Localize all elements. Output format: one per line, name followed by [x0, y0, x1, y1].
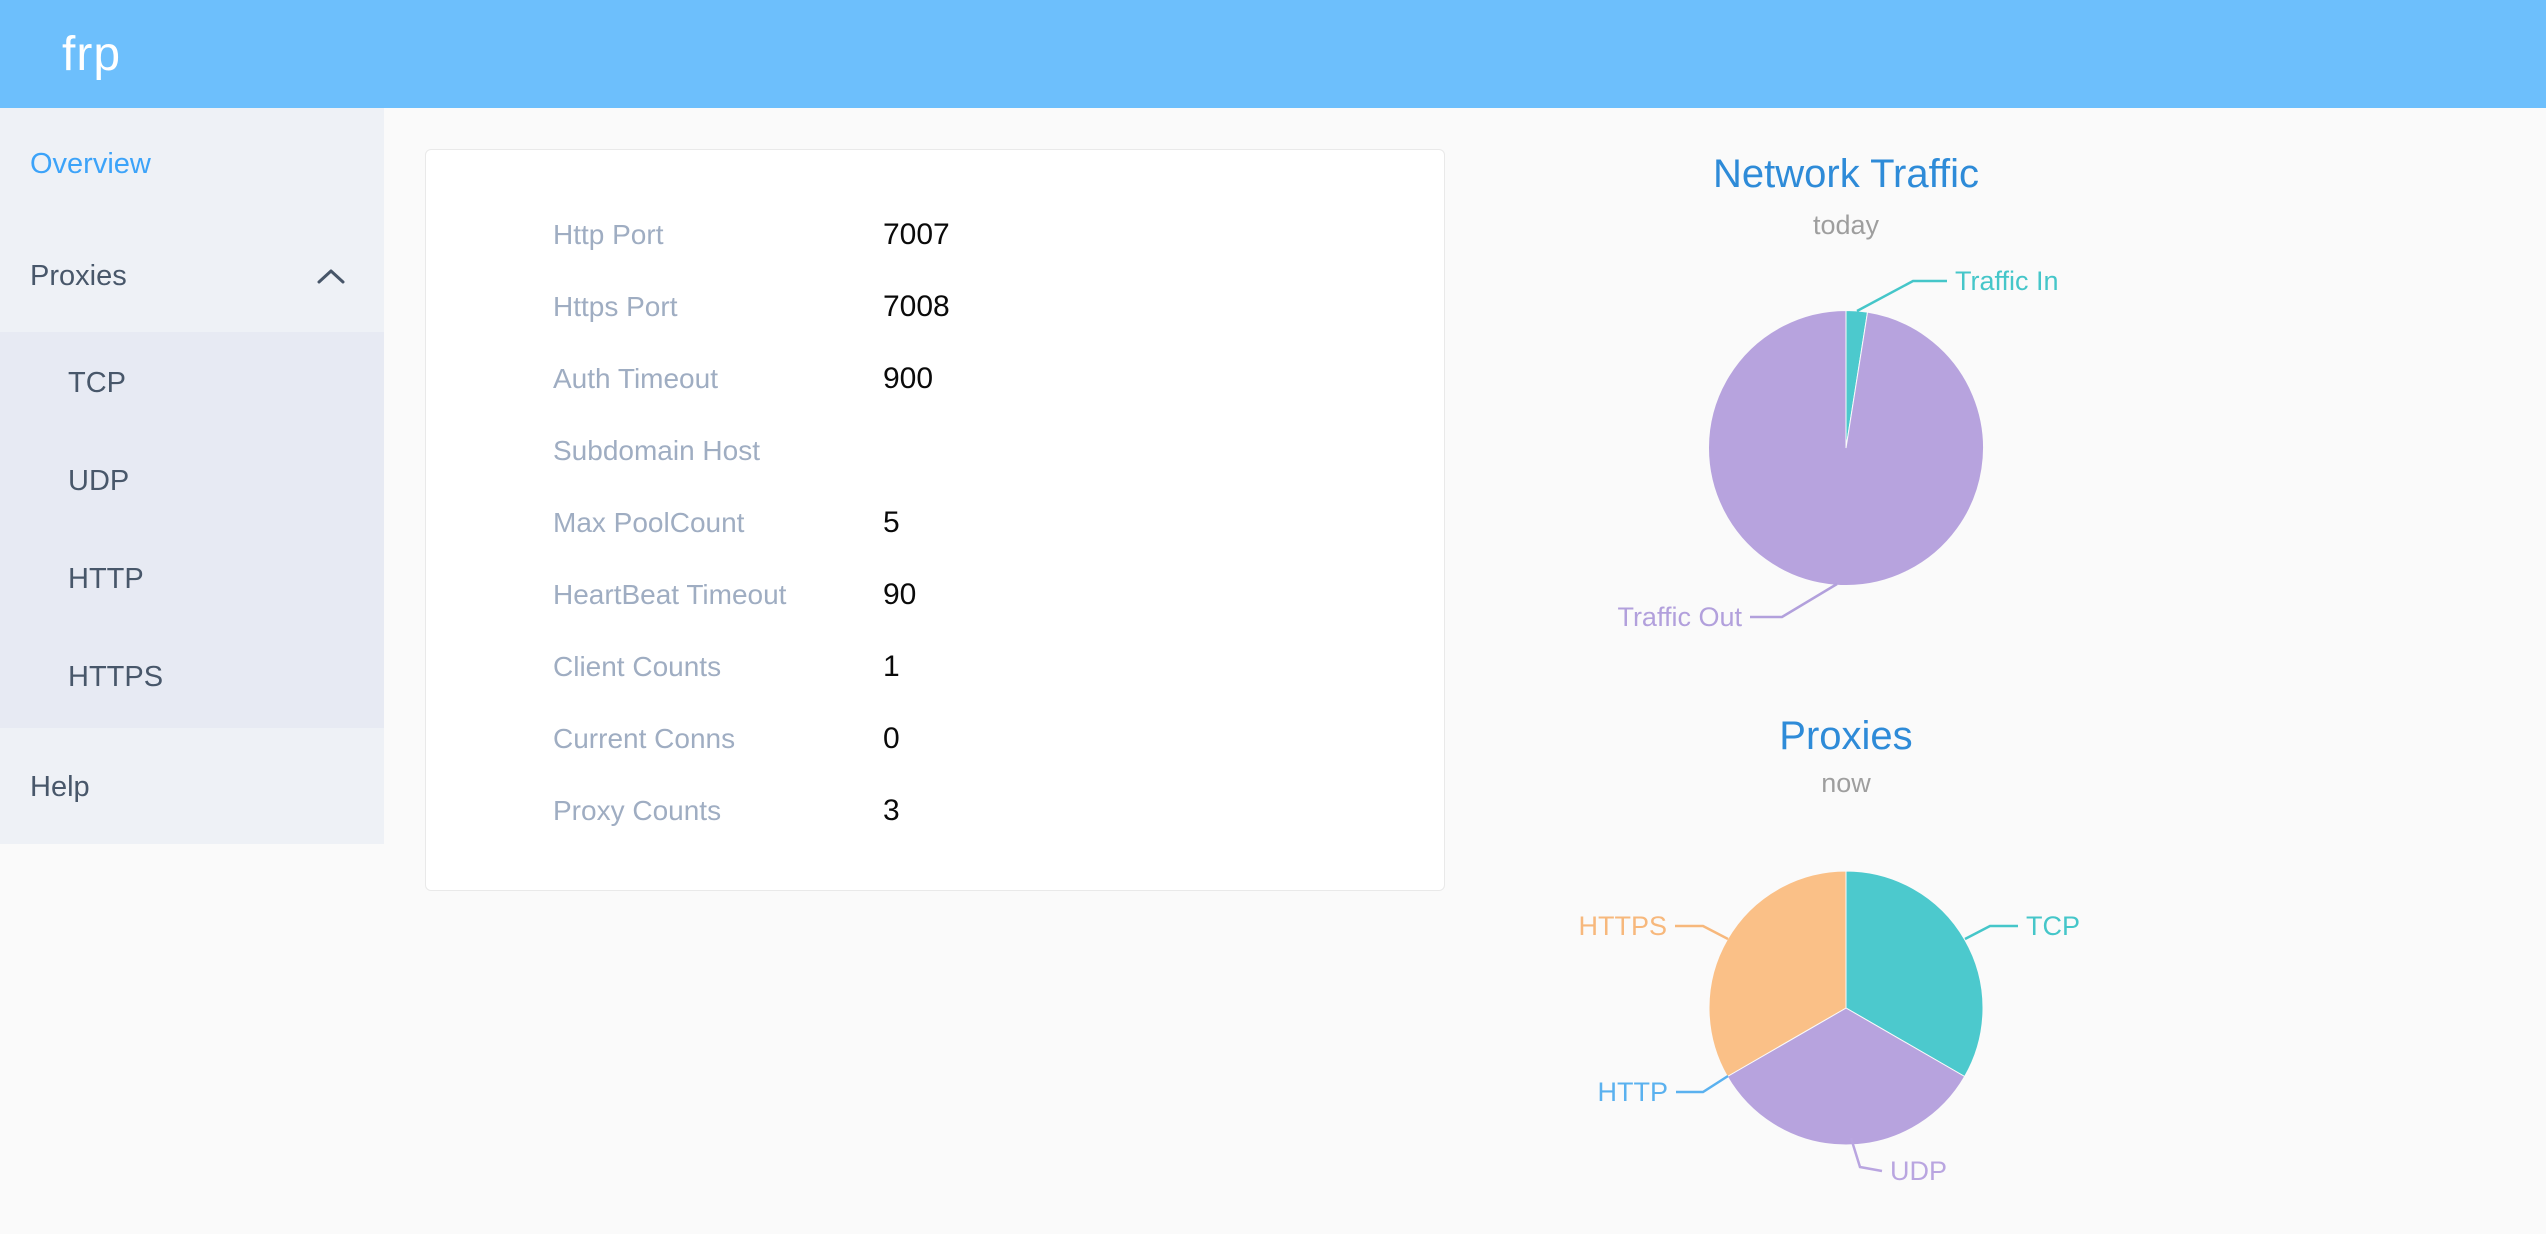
- traffic-out-leader-line: [1750, 582, 1838, 619]
- pie-slice-tcp[interactable]: [1845, 870, 1984, 1078]
- config-value: 0: [883, 722, 900, 755]
- https-leader-line: [1675, 924, 1729, 941]
- config-label: Client Counts: [553, 651, 722, 682]
- udp-leader-line: [1849, 1137, 1883, 1173]
- sidebar-item-https-label: HTTPS: [68, 660, 164, 693]
- sidebar-item-http[interactable]: HTTP: [0, 530, 384, 628]
- config-label: Current Conns: [553, 723, 736, 754]
- sidebar-item-udp[interactable]: UDP: [0, 432, 384, 530]
- config-value: 1: [883, 650, 900, 683]
- proxies-chart-subtitle: now: [1821, 768, 1871, 798]
- traffic-out-label: Traffic Out: [1617, 602, 1742, 632]
- app-header: frp: [0, 0, 2546, 108]
- sidebar-item-help[interactable]: Help: [0, 728, 384, 846]
- sidebar-item-proxies[interactable]: Proxies: [0, 220, 384, 332]
- config-value: 5: [883, 506, 900, 539]
- config-row-http-port: Http Port 7007: [426, 199, 1444, 271]
- chevron-up-icon: [317, 268, 345, 284]
- config-row-https-port: Https Port 7008: [426, 271, 1444, 343]
- config-label: Auth Timeout: [553, 363, 718, 394]
- sidebar: Overview Proxies TCP UDP HTTP HTTPS Help: [0, 108, 384, 844]
- sidebar-item-udp-label: UDP: [68, 464, 130, 497]
- proxies-submenu: TCP UDP HTTP HTTPS: [0, 332, 384, 728]
- app-logo: frp: [62, 27, 122, 81]
- tcp-leader-line: [1964, 924, 2018, 941]
- sidebar-item-overview[interactable]: Overview: [0, 108, 384, 220]
- sidebar-item-tcp[interactable]: TCP: [0, 334, 384, 432]
- network-traffic-pie[interactable]: [1708, 309, 1984, 586]
- proxies-pie-chart: TCP HTTPS HTTP UDP: [1578, 870, 2080, 1186]
- pie-slice-traffic-out[interactable]: [1708, 309, 1984, 586]
- config-value: 7007: [883, 218, 950, 251]
- tcp-label: TCP: [2026, 911, 2080, 941]
- config-label: Https Port: [553, 291, 678, 322]
- udp-label: UDP: [1890, 1156, 1947, 1186]
- sidebar-item-http-label: HTTP: [68, 562, 144, 595]
- config-row-max-poolcount: Max PoolCount 5: [426, 487, 1444, 559]
- config-row-proxy-counts: Proxy Counts 3: [426, 775, 1444, 847]
- https-label: HTTPS: [1578, 911, 1667, 941]
- sidebar-item-overview-label: Overview: [30, 147, 151, 180]
- config-value: 90: [883, 578, 917, 611]
- sidebar-item-help-label: Help: [30, 770, 90, 803]
- network-traffic-pie-chart: Traffic In Traffic Out: [1617, 266, 2059, 632]
- config-row-current-conns: Current Conns 0: [426, 703, 1444, 775]
- proxies-chart-title: Proxies: [1779, 714, 1913, 758]
- server-config-card: Http Port 7007 Https Port 7008 Auth Time…: [425, 149, 1445, 891]
- config-value: 3: [883, 794, 900, 827]
- config-label: HeartBeat Timeout: [553, 579, 787, 610]
- traffic-in-label: Traffic In: [1955, 266, 2059, 296]
- config-label: Proxy Counts: [553, 795, 722, 826]
- pie-slice-udp[interactable]: [1726, 1007, 1966, 1146]
- network-traffic-subtitle: today: [1812, 210, 1880, 240]
- sidebar-item-https[interactable]: HTTPS: [0, 628, 384, 726]
- config-row-heartbeat-timeout: HeartBeat Timeout 90: [426, 559, 1444, 631]
- config-label: Http Port: [553, 219, 664, 250]
- config-label: Subdomain Host: [553, 435, 761, 466]
- config-row-client-counts: Client Counts 1: [426, 631, 1444, 703]
- config-value: 7008: [883, 290, 950, 323]
- proxies-pie[interactable]: [1708, 870, 1984, 1146]
- http-leader-line: [1676, 1074, 1729, 1094]
- http-label: HTTP: [1598, 1077, 1669, 1107]
- network-traffic-title: Network Traffic: [1713, 152, 1979, 196]
- config-row-subdomain-host: Subdomain Host: [426, 415, 1444, 487]
- config-value: 900: [883, 362, 934, 395]
- sidebar-item-tcp-label: TCP: [68, 366, 126, 399]
- sidebar-item-proxies-label: Proxies: [30, 259, 127, 292]
- config-row-auth-timeout: Auth Timeout 900: [426, 343, 1444, 415]
- config-label: Max PoolCount: [553, 507, 745, 538]
- traffic-in-leader-line: [1856, 279, 1947, 313]
